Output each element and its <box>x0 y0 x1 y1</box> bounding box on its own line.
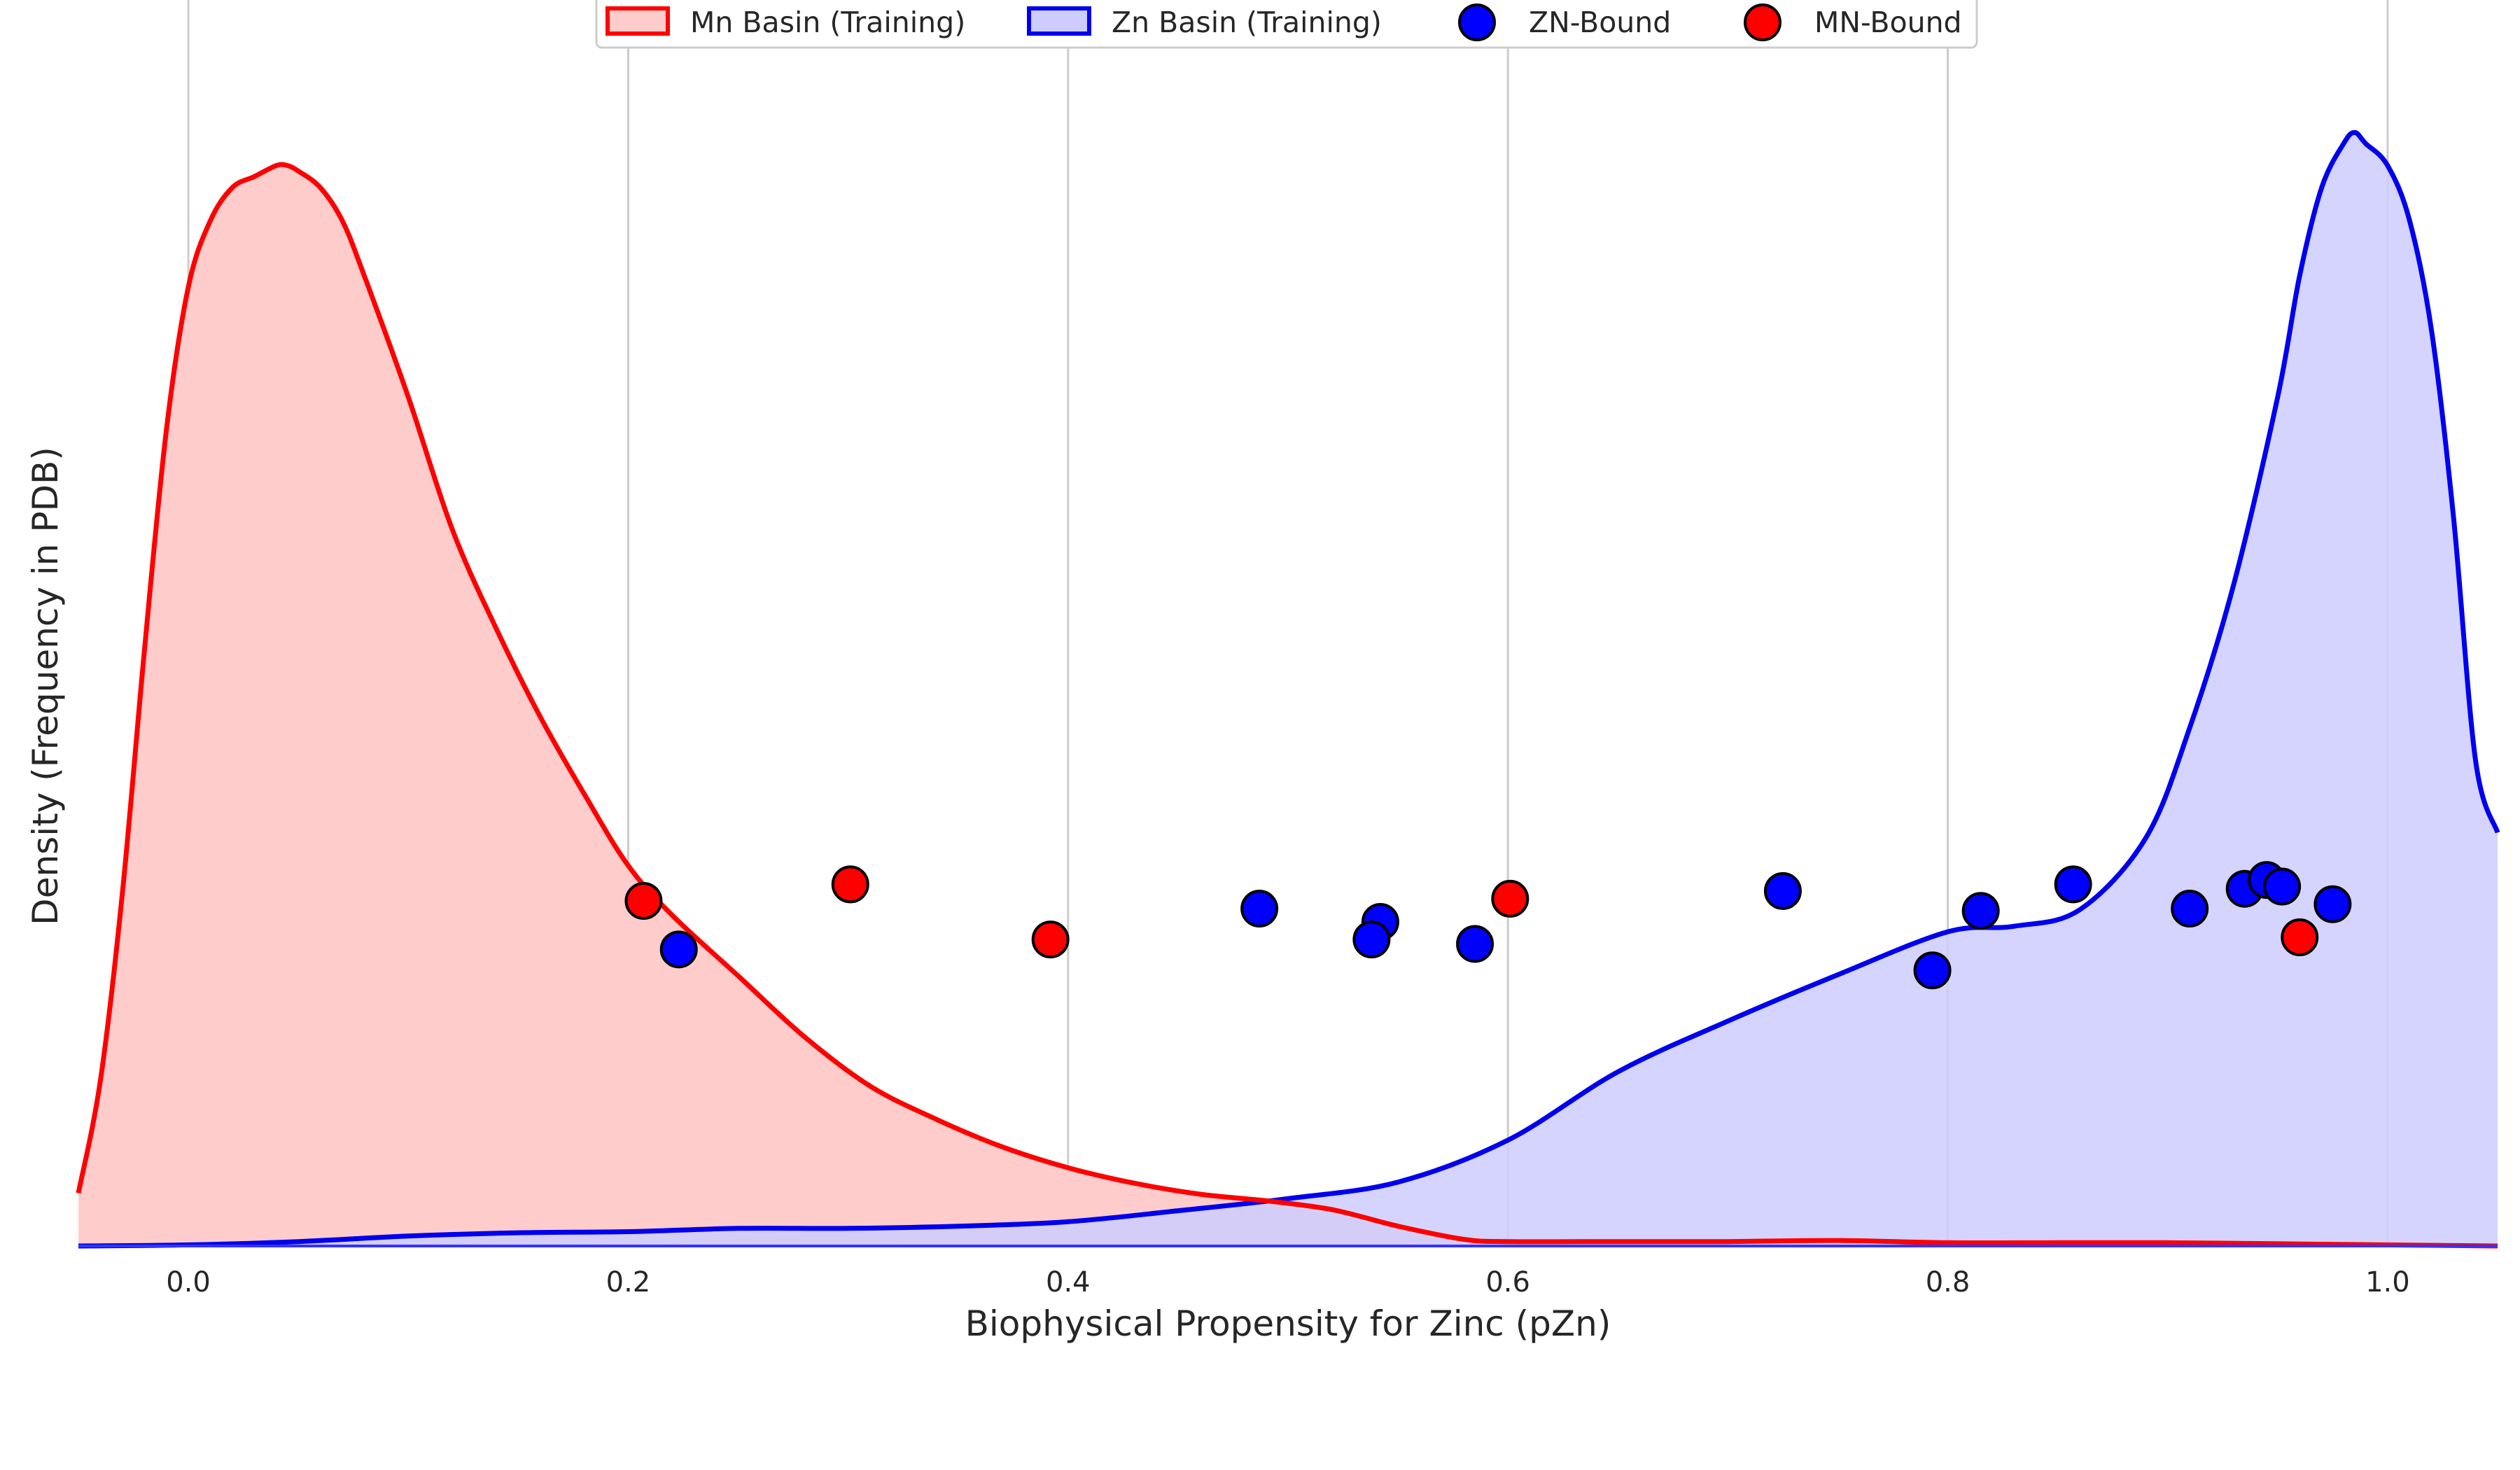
legend-label: ZN-Bound <box>1529 6 1671 39</box>
legend-label: Mn Basin (Training) <box>690 6 965 39</box>
legend-marker <box>1744 4 1782 41</box>
mn-basin-line <box>76 162 2498 1249</box>
legend: Mn Basin (Training) Zn Basin (Training) ZN… <box>595 0 1978 49</box>
x-tick-label: 0.6 <box>1485 1266 1530 1298</box>
zn-boundpoint <box>1961 892 2000 930</box>
x-tick-label: 0.0 <box>166 1266 211 1298</box>
zn-boundpoint <box>1240 890 1279 928</box>
x-tick-label: 0.2 <box>606 1266 651 1298</box>
mn-boundpoint <box>831 865 869 904</box>
density-areas <box>76 130 2500 1249</box>
mn-boundpoint <box>624 882 663 920</box>
zn-boundpoint <box>1352 920 1391 959</box>
x-tick-labels: 0.0 0.2 0.4 0.6 0.8 1.0 <box>166 1266 2409 1298</box>
zn-boundpoint <box>1913 951 1952 990</box>
legend-label: MN-Bound <box>1814 6 1962 39</box>
y-axis-title: Density (Frequency in PDB) <box>25 447 66 925</box>
zn-boundpoint <box>2314 885 2352 923</box>
legend-swatch <box>606 6 670 36</box>
zn-boundpoint <box>1763 872 1802 910</box>
legend-box <box>595 0 1978 49</box>
zn-boundpoint <box>659 930 698 969</box>
mn-boundpoint <box>2281 918 2319 956</box>
legend-label: Zn Basin (Training) <box>1112 6 1382 39</box>
x-axis-title: Biophysical Propensity for Zinc (pZn) <box>965 1303 1611 1344</box>
zn-boundpoint <box>2263 867 2302 906</box>
zn-boundpoint <box>2171 890 2209 928</box>
zn-basin-fill <box>78 132 2498 1246</box>
scatter-points <box>624 861 2352 990</box>
legend-marker <box>1458 4 1496 41</box>
mn-basin-fill <box>78 164 2498 1246</box>
mn-boundpoint <box>1031 920 1070 959</box>
x-tick-label: 1.0 <box>2365 1266 2410 1298</box>
mn-boundpoint <box>1491 879 1530 918</box>
zn-boundpoint <box>2054 865 2092 904</box>
zn-boundpoint <box>1456 925 1494 963</box>
x-tick-label: 0.4 <box>1046 1266 1091 1298</box>
legend-swatch <box>1027 6 1091 36</box>
x-tick-label: 0.8 <box>1926 1266 1970 1298</box>
zn-basin-line <box>78 130 2500 1249</box>
